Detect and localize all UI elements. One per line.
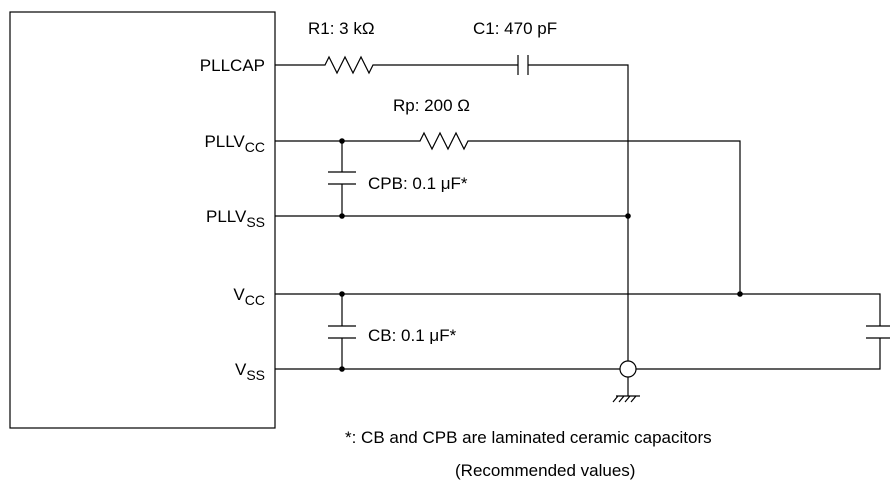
rp-label: Rp: 200 Ω xyxy=(393,96,470,115)
pin-label: VSS xyxy=(235,360,265,383)
pin-label: PLLCAP xyxy=(200,56,265,75)
pin-sub: SS xyxy=(246,214,265,230)
pin-name: PLLV xyxy=(206,207,247,226)
cpb-capacitor xyxy=(328,141,356,219)
pin-label: PLLVSS xyxy=(206,207,265,230)
footnote: *: CB and CPB are laminated ceramic capa… xyxy=(345,428,712,447)
pin-name: V xyxy=(233,285,245,304)
cpb-label: CPB: 0.1 μF* xyxy=(368,174,468,193)
pin-label: VCC xyxy=(233,285,265,308)
pin-sub: CC xyxy=(245,292,265,308)
pin-label: PLLVCC xyxy=(204,132,265,155)
pin-sub: CC xyxy=(245,139,265,155)
cb-label: CB: 0.1 μF* xyxy=(368,326,457,345)
r1-label: R1: 3 kΩ xyxy=(308,19,375,38)
pllvss-net xyxy=(275,213,631,219)
pllcap-net xyxy=(275,55,629,361)
vss-net xyxy=(275,360,640,403)
footnote: (Recommended values) xyxy=(455,461,635,480)
ic-box xyxy=(9,11,276,429)
pin-name: V xyxy=(235,360,247,379)
pin-sub: SS xyxy=(246,367,265,383)
cb-capacitor xyxy=(328,294,356,369)
pllvcc-net xyxy=(275,131,743,297)
c1-label: C1: 470 pF xyxy=(473,19,557,38)
pin-name: PLLV xyxy=(204,132,245,151)
